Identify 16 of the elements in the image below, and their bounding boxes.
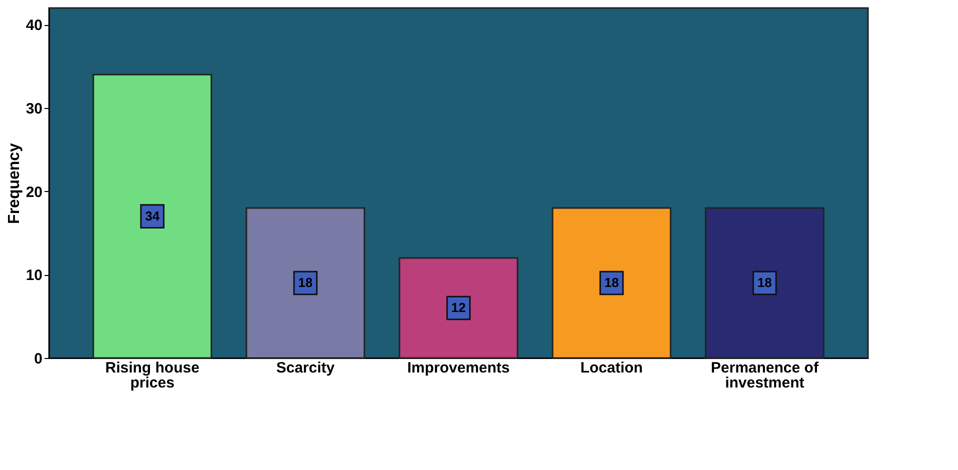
y-tick-label: 30: [26, 100, 42, 118]
x-tick-label: Scarcity: [276, 360, 336, 376]
x-tick-label: Location: [580, 360, 643, 376]
y-tick-label: 40: [26, 17, 42, 34]
y-axis-title: Frequency: [6, 142, 23, 224]
x-tick-label: Permanence of investment: [710, 360, 820, 392]
x-tick-label: Improvements: [407, 360, 510, 376]
data-label: 12: [451, 300, 466, 315]
data-label: 18: [298, 275, 313, 290]
data-label: 18: [757, 275, 772, 290]
y-tick-label: 20: [26, 184, 42, 201]
y-tick-label: 10: [26, 267, 42, 284]
data-label: 18: [604, 275, 619, 290]
data-label: 34: [145, 208, 160, 224]
x-tick-label: Rising house prices: [105, 360, 200, 392]
y-tick-label: 0: [34, 350, 42, 368]
